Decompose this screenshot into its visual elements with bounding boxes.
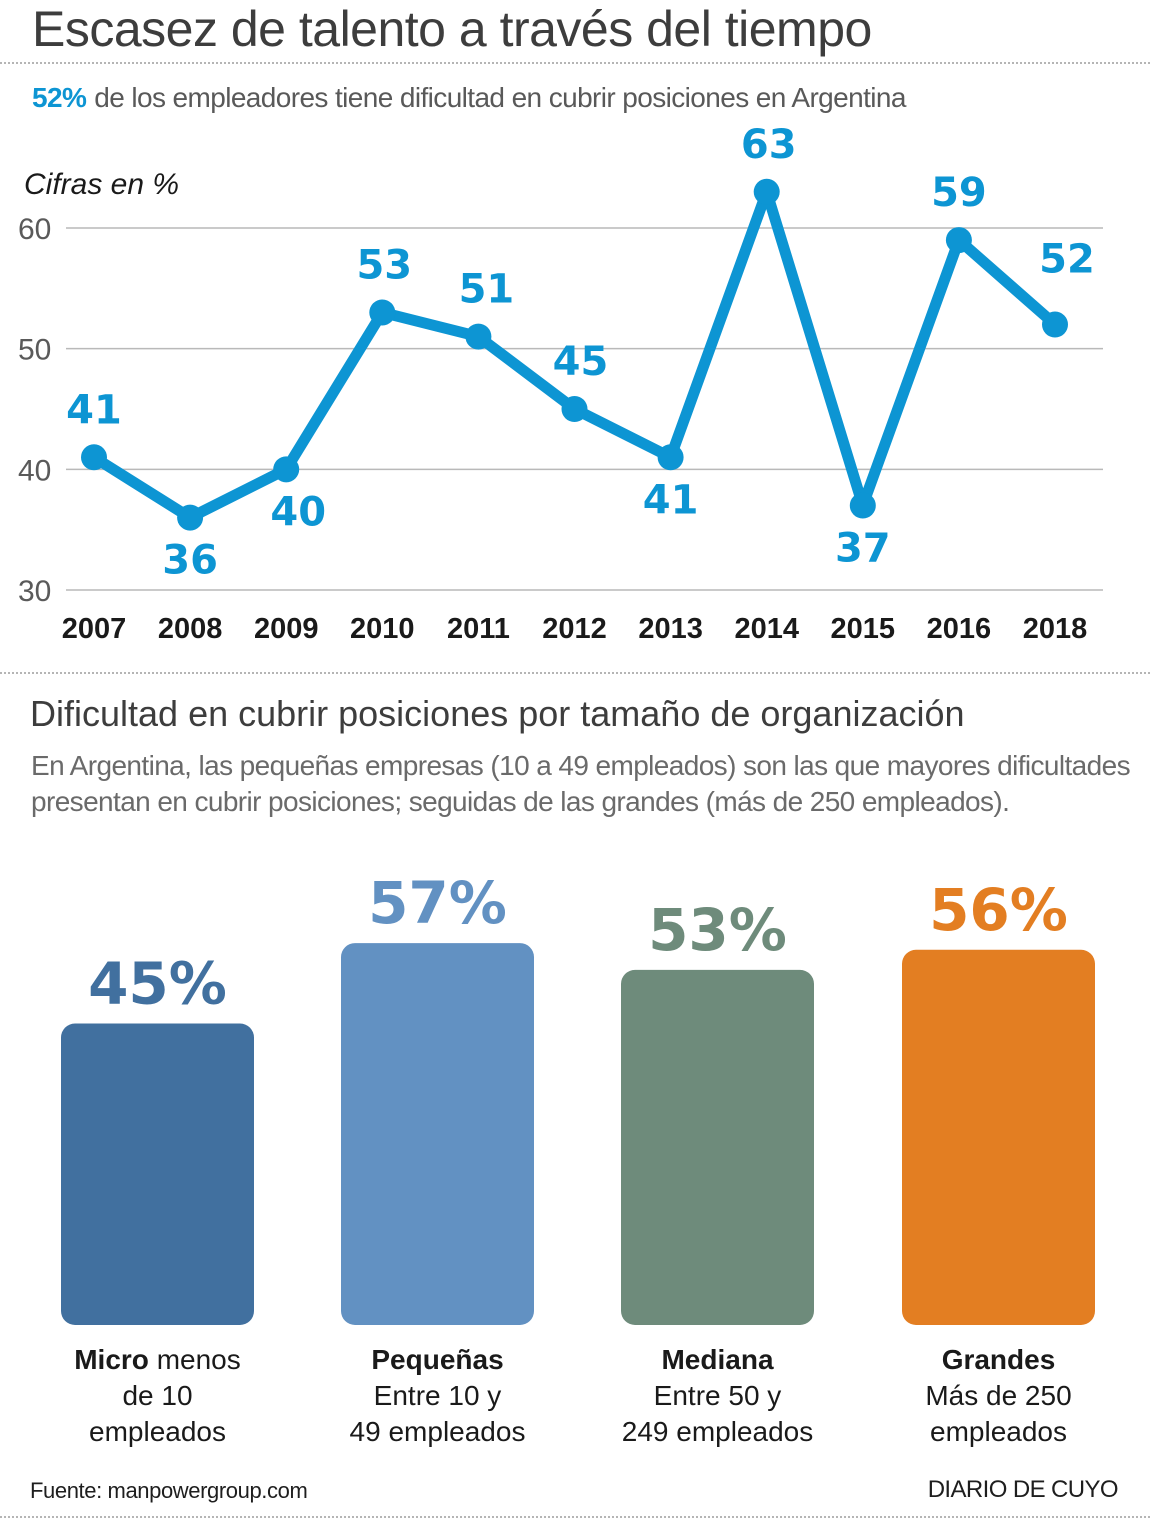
bar-micro bbox=[61, 1023, 254, 1325]
bars bbox=[61, 943, 1095, 1325]
section-title: Dificultad en cubrir posiciones por tama… bbox=[30, 693, 965, 734]
category-name: Grandes bbox=[941, 1344, 1056, 1375]
page-title: Escasez de talento a través del tiempo bbox=[32, 1, 872, 57]
x-tick-label: 2010 bbox=[350, 613, 415, 645]
data-label-2016: 59 bbox=[931, 170, 987, 216]
gridlines bbox=[66, 227, 1103, 591]
bar-value-label: 53% bbox=[648, 896, 787, 964]
data-label-2018: 52 bbox=[1039, 237, 1095, 283]
data-label-2013: 41 bbox=[643, 477, 699, 523]
x-tick-label: 2008 bbox=[158, 613, 223, 645]
data-point-2013 bbox=[657, 444, 684, 471]
x-ticks: 2007 2008 2009 2010 2011 2012 2013 2014 2015 2016… bbox=[62, 613, 1088, 645]
data-point-2012 bbox=[561, 396, 588, 422]
category-desc: 49 empleados bbox=[349, 1416, 526, 1447]
divider-top bbox=[0, 62, 1150, 64]
data-point-2011 bbox=[465, 323, 492, 350]
category-label-grandes: Grandes Más de 250 empleados bbox=[869, 1342, 1129, 1450]
data-point-2015 bbox=[849, 492, 876, 519]
category-name: Micro bbox=[74, 1344, 149, 1375]
category-desc: menos bbox=[148, 1344, 241, 1375]
bar-value-labels: 45% 57% 53% 56% bbox=[88, 869, 1068, 1017]
category-label-micro: Micro menos de 10 empleados bbox=[28, 1342, 288, 1450]
category-desc: empleados bbox=[89, 1416, 226, 1447]
data-point-2010 bbox=[369, 299, 396, 326]
line-chart: Cifras en % 30 40 50 60 2007 2008 2009 2010 201… bbox=[18, 122, 1103, 645]
data-label-2011: 51 bbox=[459, 267, 515, 313]
category-desc: 249 empleados bbox=[621, 1416, 814, 1447]
x-tick-label: 2012 bbox=[542, 613, 607, 645]
category-desc: empleados bbox=[930, 1416, 1067, 1447]
brand-name: DIARIO DE CUYO bbox=[927, 1476, 1119, 1503]
category-desc: de 10 bbox=[122, 1380, 193, 1411]
line-series bbox=[81, 178, 1068, 531]
divider-bottom bbox=[0, 1516, 1150, 1518]
data-point-2009 bbox=[273, 456, 300, 483]
category-name: Pequeñas bbox=[371, 1344, 504, 1375]
headline-stat: 52% de los empleadores tiene dificultad e… bbox=[32, 82, 906, 114]
category-name: Mediana bbox=[661, 1344, 774, 1375]
bar-grandes bbox=[902, 949, 1095, 1325]
bar-pequeñas bbox=[341, 943, 534, 1325]
data-label-2007: 41 bbox=[66, 387, 122, 433]
y-axis-label: Cifras en % bbox=[24, 168, 179, 201]
x-tick-label: 2014 bbox=[734, 613, 799, 645]
y-tick-label: 50 bbox=[18, 334, 51, 367]
headline-stat-value: 52% bbox=[32, 82, 87, 113]
data-label-2012: 45 bbox=[553, 339, 609, 385]
x-tick-label: 2015 bbox=[831, 613, 896, 645]
y-ticks: 30 40 50 60 bbox=[18, 213, 51, 608]
bar-value-label: 56% bbox=[929, 876, 1068, 944]
category-desc: Entre 10 y bbox=[373, 1380, 502, 1411]
x-tick-label: 2011 bbox=[447, 613, 510, 645]
category-label-pequeñas: Pequeñas Entre 10 y 49 empleados bbox=[308, 1342, 568, 1450]
data-label-2010: 53 bbox=[356, 242, 412, 288]
x-tick-label: 2018 bbox=[1023, 613, 1088, 645]
data-label-2015: 37 bbox=[835, 526, 891, 572]
headline-stat-text: de los empleadores tiene dificultad en c… bbox=[94, 82, 906, 113]
data-point-2018 bbox=[1042, 311, 1068, 338]
data-point-2008 bbox=[177, 504, 204, 531]
x-tick-label: 2013 bbox=[638, 613, 703, 645]
divider-middle bbox=[0, 672, 1150, 674]
category-desc: Más de 250 bbox=[925, 1380, 1072, 1411]
x-tick-label: 2016 bbox=[927, 613, 992, 645]
y-tick-label: 30 bbox=[18, 575, 51, 608]
section-description: En Argentina, las pequeñas empresas (10 … bbox=[31, 750, 1131, 817]
data-label-2014: 63 bbox=[741, 122, 797, 168]
data-labels: 41 36 40 53 51 45 41 63 37 59 52 bbox=[66, 122, 1095, 584]
data-label-2008: 36 bbox=[162, 538, 218, 584]
x-tick-label: 2009 bbox=[254, 613, 319, 645]
bar-value-label: 57% bbox=[368, 869, 507, 937]
category-desc: Entre 50 y bbox=[653, 1380, 782, 1411]
y-tick-label: 60 bbox=[18, 213, 51, 246]
data-label-2009: 40 bbox=[270, 489, 326, 535]
data-point-2016 bbox=[945, 227, 972, 254]
bar-mediana bbox=[621, 969, 814, 1325]
y-tick-label: 40 bbox=[18, 454, 51, 487]
bar-value-label: 45% bbox=[88, 950, 227, 1018]
data-point-2014 bbox=[753, 178, 780, 205]
x-tick-label: 2007 bbox=[62, 613, 127, 645]
category-label-mediana: Mediana Entre 50 y 249 empleados bbox=[588, 1342, 848, 1450]
data-point-2007 bbox=[81, 444, 107, 471]
source-note: Fuente: manpowergroup.com bbox=[30, 1478, 308, 1503]
